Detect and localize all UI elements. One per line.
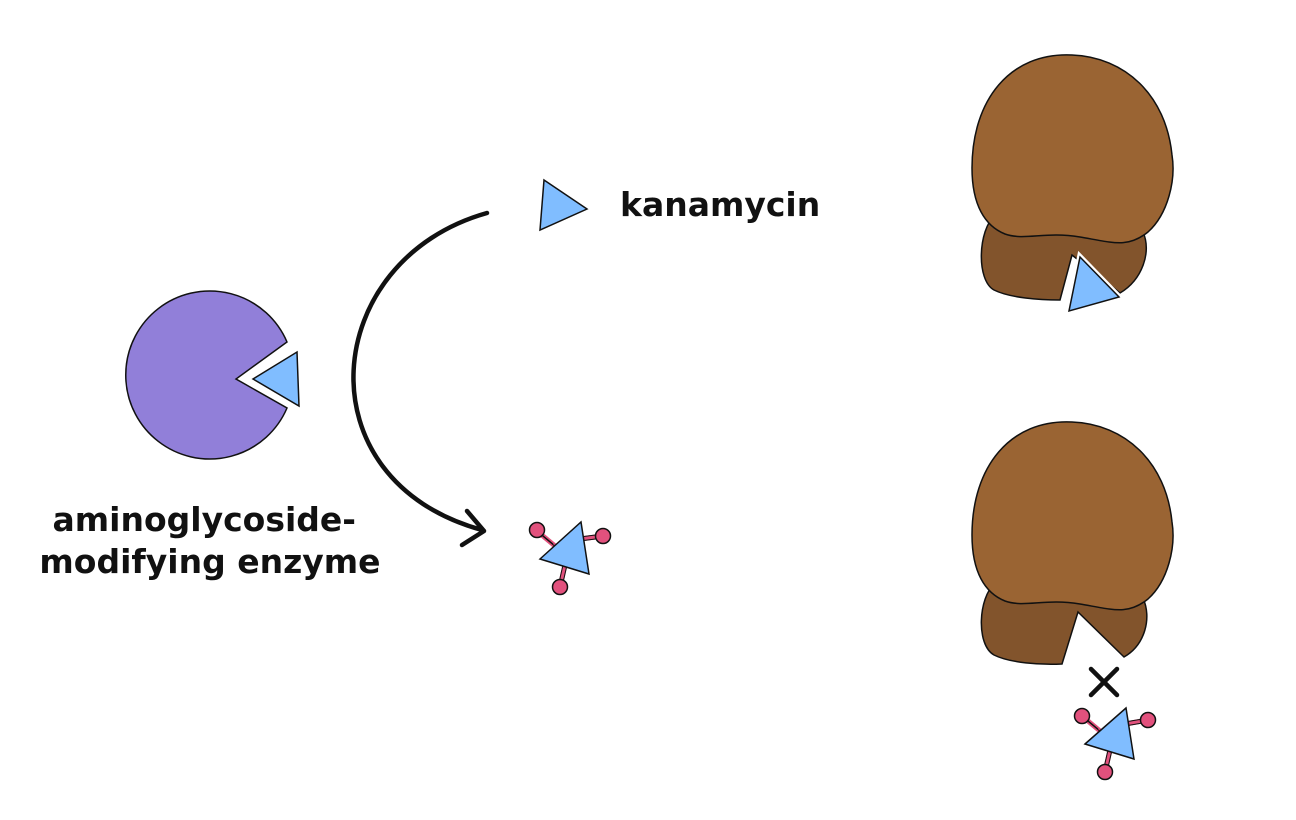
x-mark-icon <box>1088 666 1120 698</box>
ribosome-bound <box>971 54 1174 316</box>
kanamycin-icon <box>539 178 589 232</box>
modified-kanamycin-icon <box>1073 706 1157 781</box>
enzyme-shape <box>125 290 288 460</box>
ribosome-large-subunit <box>971 421 1174 611</box>
kanamycin-label: kanamycin <box>620 185 820 224</box>
ribosome-unbound <box>971 421 1174 665</box>
enzyme-label: aminoglycoside- modifying enzyme <box>39 500 380 581</box>
curved-arrow-icon <box>351 210 490 548</box>
enzyme-label-line2: modifying enzyme <box>39 542 380 581</box>
modified-kanamycin-icon <box>528 520 612 596</box>
enzyme-label-line1: aminoglycoside- <box>53 500 356 539</box>
ribosome-large-subunit <box>971 54 1174 244</box>
